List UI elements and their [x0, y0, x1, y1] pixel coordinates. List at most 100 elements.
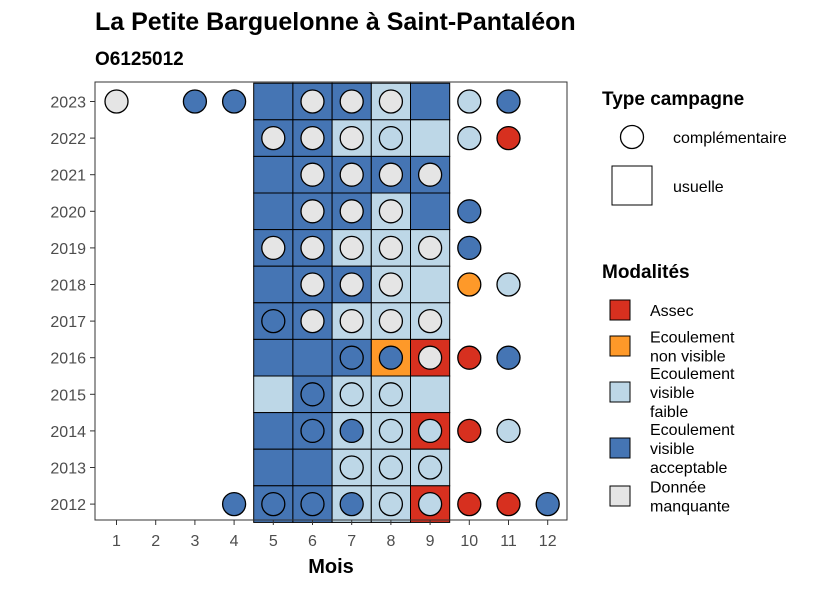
complementaire-point	[457, 235, 482, 261]
complementaire-point	[457, 345, 482, 370]
y-tick-label: 2014	[50, 424, 86, 441]
usuelle-tile	[253, 412, 294, 450]
complementaire-point	[496, 491, 521, 517]
complementaire-point	[339, 199, 364, 224]
usuelle-tile	[410, 375, 451, 414]
y-tick-label: 2020	[50, 204, 86, 221]
complementaire-point	[261, 125, 286, 151]
complementaire-point	[457, 89, 482, 114]
x-tick-label: 5	[269, 533, 278, 550]
legend-complementaire-label: complémentaire	[673, 130, 787, 147]
complementaire-point	[339, 272, 364, 297]
x-axis: 1 2 3 4 5 6 7 8 9 10 11 12	[112, 520, 557, 550]
legend-modalite-label: Ecoulement non visible	[650, 330, 735, 366]
y-tick-label: 2017	[50, 314, 86, 331]
y-tick-label: 2023	[50, 95, 86, 112]
legend-modalite-key	[609, 485, 631, 507]
usuelle-tile	[410, 119, 451, 157]
complementaire-point	[339, 308, 364, 334]
legend-modalite-label: Donnée manquante	[650, 480, 730, 516]
complementaire-point	[378, 382, 404, 407]
complementaire-point	[457, 491, 482, 517]
usuelle-tile	[410, 82, 451, 121]
complementaire-point	[378, 455, 404, 480]
usuelle-tile	[410, 192, 451, 231]
usuelle-tiles	[253, 82, 451, 523]
complementaire-points	[104, 89, 560, 517]
complementaire-point	[221, 491, 247, 517]
x-tick-label: 12	[539, 533, 557, 550]
usuelle-tile	[253, 375, 294, 414]
chart-subtitle: O6125012	[95, 49, 184, 70]
y-axis: 2012 2013 2014 2015 2016 2017 2018 2019 2020 2021…	[50, 95, 95, 514]
complementaire-point	[300, 235, 325, 261]
usuelle-tile	[292, 448, 333, 487]
complementaire-point	[339, 162, 364, 187]
legend-modalite-key	[609, 437, 631, 459]
legend-modalite-key	[609, 299, 631, 321]
complementaire-point	[339, 345, 364, 370]
complementaire-point	[378, 235, 404, 261]
complementaire-point	[300, 89, 325, 114]
complementaire-point	[104, 89, 129, 114]
complementaire-point	[496, 345, 521, 370]
x-tick-label: 10	[460, 533, 478, 550]
complementaire-point	[535, 491, 560, 517]
complementaire-point	[339, 491, 364, 517]
complementaire-point	[417, 162, 443, 187]
legend-type-title: Type campagne	[602, 89, 744, 110]
y-tick-label: 2022	[50, 131, 86, 148]
legend-usuelle-label: usuelle	[673, 179, 724, 196]
complementaire-point	[339, 235, 364, 261]
x-tick-label: 2	[151, 533, 160, 550]
x-axis-title: Mois	[308, 556, 354, 578]
x-tick-label: 8	[386, 533, 395, 550]
legend-modalites-title: Modalités	[602, 262, 690, 283]
usuelle-tile	[253, 155, 294, 194]
complementaire-point	[300, 418, 325, 444]
complementaire-point	[417, 418, 443, 444]
complementaire-point	[457, 418, 482, 444]
complementaire-point	[378, 125, 404, 151]
complementaire-point	[339, 89, 364, 114]
complementaire-point	[417, 345, 443, 370]
complementaire-point	[417, 235, 443, 261]
usuelle-tile	[253, 192, 294, 231]
complementaire-point	[496, 418, 521, 444]
x-tick-label: 3	[190, 533, 199, 550]
y-tick-label: 2013	[50, 461, 86, 478]
legend-modalite-key	[609, 335, 631, 357]
complementaire-point	[496, 125, 521, 151]
usuelle-tile	[253, 265, 294, 304]
legend-usuelle-key	[611, 165, 653, 206]
x-tick-label: 7	[347, 533, 356, 550]
complementaire-point	[378, 162, 404, 187]
x-tick-label: 11	[500, 533, 517, 550]
complementaire-point	[182, 89, 208, 114]
usuelle-tile	[331, 485, 372, 523]
chart-title: La Petite Barguelonne à Saint-Pantaléon	[95, 8, 576, 36]
complementaire-point	[378, 199, 404, 224]
complementaire-point	[417, 491, 443, 517]
usuelle-tile	[253, 448, 294, 487]
complementaire-point	[496, 272, 521, 297]
complementaire-point	[221, 89, 247, 114]
legend: Type campagne complémentaire usuelle Modali…	[602, 89, 787, 516]
complementaire-point	[378, 491, 404, 517]
x-tick-label: 4	[230, 533, 239, 550]
plot-panel-border	[94, 81, 568, 521]
y-tick-label: 2018	[50, 278, 86, 295]
legend-complementaire-key	[619, 124, 645, 150]
y-tick-label: 2012	[50, 497, 86, 514]
complementaire-point	[300, 162, 325, 187]
y-tick-label: 2019	[50, 241, 86, 258]
complementaire-point	[300, 272, 325, 297]
legend-modalite-label: Ecoulement visible faible	[650, 366, 735, 421]
legend-modalite-key	[609, 381, 631, 403]
complementaire-point	[261, 235, 286, 261]
legend-modalite-label: Ecoulement visible acceptable	[650, 422, 735, 477]
complementaire-point	[339, 382, 364, 407]
complementaire-point	[261, 308, 286, 334]
x-tick-label: 6	[308, 533, 317, 550]
